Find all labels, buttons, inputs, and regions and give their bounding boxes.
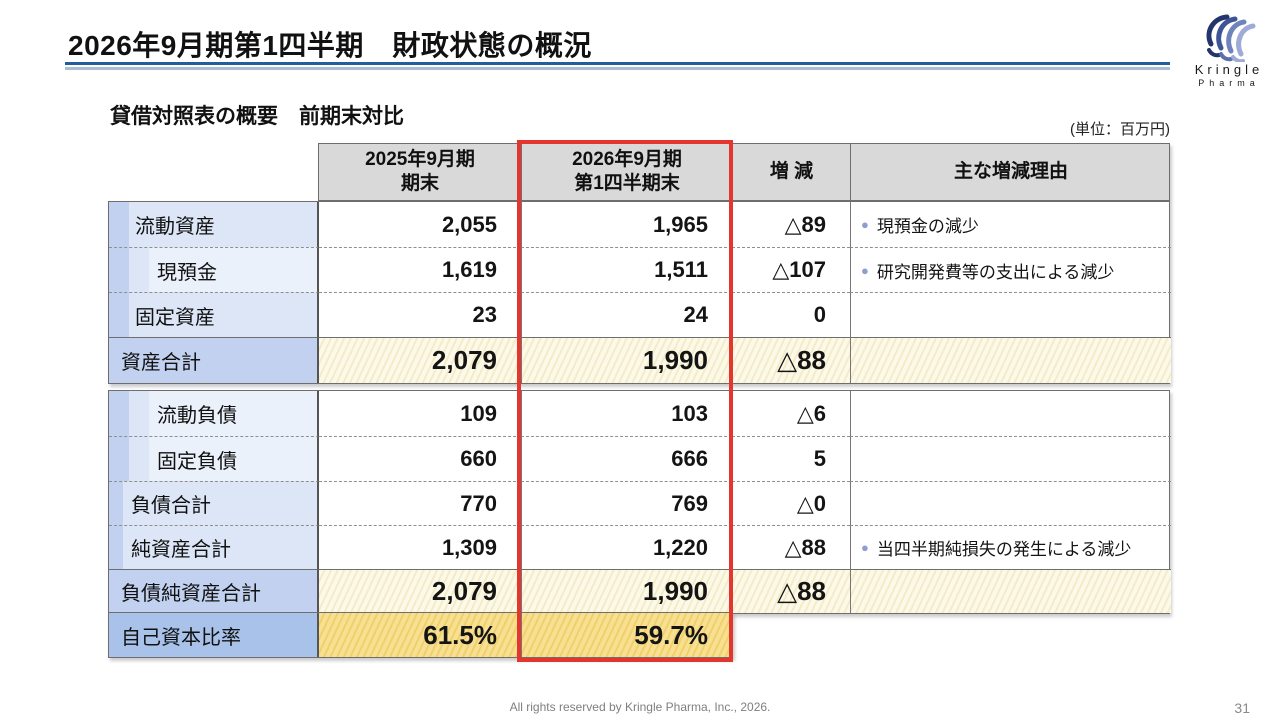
value-diff: 0 xyxy=(732,292,850,337)
reason-cell: ● 研究開発費等の支出による減少 xyxy=(850,247,1171,292)
row-label: 現預金 xyxy=(109,247,319,292)
value-2026: 666 xyxy=(521,436,732,481)
bullet-icon: ● xyxy=(861,217,869,232)
table-row-total-liabilities: 負債合計 770 769 △0 xyxy=(109,481,1171,525)
logo-name: Kringle xyxy=(1194,62,1264,77)
liabilities-block: 流動負債 109 103 △6 固定負債 660 666 5 負債合計 770 … xyxy=(108,390,1171,614)
reason-text: 現預金の減少 xyxy=(876,217,979,236)
section-subtitle: 貸借対照表の概要 前期末対比 xyxy=(110,105,404,128)
value-diff: △6 xyxy=(732,391,850,436)
value-2026: 103 xyxy=(521,391,732,436)
value-2025: 23 xyxy=(319,292,521,337)
row-label: 純資産合計 xyxy=(109,525,319,569)
value-diff: △89 xyxy=(732,202,850,247)
value-2025: 109 xyxy=(460,400,497,426)
value-diff: △88 xyxy=(732,525,850,569)
value-diff: 5 xyxy=(732,436,850,481)
table-row-cash: 現預金 1,619 1,511 △107 ● 研究開発費等の支出による減少 xyxy=(109,247,1171,292)
value-2025: 2,079 xyxy=(319,337,521,383)
value-2026: 1,990 xyxy=(521,337,732,383)
reason-cell xyxy=(850,481,1171,525)
value-2025: 61.5% xyxy=(319,613,521,657)
row-label: 負債合計 xyxy=(109,481,319,525)
row-label: 流動負債 xyxy=(109,391,319,436)
page-number: 31 xyxy=(1234,700,1250,716)
value-2026: 1,965 xyxy=(521,202,732,247)
row-label: 資産合計 xyxy=(109,337,319,383)
reason-cell xyxy=(850,337,1171,383)
value-2025: 770 xyxy=(319,481,521,525)
header-col-2026: 2026年9月期 第1四半期末 xyxy=(521,144,732,200)
row-label: 固定負債 xyxy=(109,436,319,481)
value-2026: 1,220 xyxy=(521,525,732,569)
table-row-fixed-assets: 固定資産 23 24 0 xyxy=(109,292,1171,337)
logo-subname: Pharma xyxy=(1198,78,1260,88)
row-label: 自己資本比率 xyxy=(109,613,319,657)
equity-ratio-row: 自己資本比率 61.5% 59.7% xyxy=(108,612,733,658)
row-label: 流動資産 xyxy=(109,202,319,247)
row-label: 負債純資産合計 xyxy=(109,569,319,613)
value-2026: 1,511 xyxy=(521,247,732,292)
value-2025: 2,079 xyxy=(319,569,521,613)
table-row-total-assets: 資産合計 2,079 1,990 △88 xyxy=(109,337,1171,383)
table-row-fixed-liabilities: 固定負債 660 666 5 xyxy=(109,436,1171,481)
header-col-diff: 増 減 xyxy=(732,144,850,200)
value-2025: 1,619 xyxy=(319,247,521,292)
reason-cell: ● 当四半期純損失の発生による減少 xyxy=(850,525,1171,569)
value-2025: 1,309 xyxy=(319,525,521,569)
reason-cell xyxy=(850,292,1171,337)
value-2025: 2,055 xyxy=(441,211,497,237)
value-diff: △88 xyxy=(732,337,850,383)
value-2026: 769 xyxy=(521,481,732,525)
reason-cell xyxy=(850,569,1171,613)
copyright-text: All rights reserved by Kringle Pharma, I… xyxy=(509,700,771,714)
header-col-2025: 2025年9月期 期末 xyxy=(365,149,475,194)
value-diff: △0 xyxy=(732,481,850,525)
value-diff: △107 xyxy=(732,247,850,292)
reason-text: 当四半期純損失の発生による減少 xyxy=(876,540,1132,559)
reason-cell: ● 現預金の減少 xyxy=(850,202,1171,247)
unit-note: (単位：百万円) xyxy=(1070,121,1170,138)
table-row-total-liabilities-net-assets: 負債純資産合計 2,079 1,990 △88 xyxy=(109,569,1171,613)
company-logo: Kringle Pharma xyxy=(1185,10,1273,88)
value-2026: 59.7% xyxy=(521,613,732,657)
table-row-current-assets: 流動資産 2,055 1,965 △89 ● 現預金の減少 xyxy=(109,202,1169,247)
reason-text: 研究開発費等の支出による減少 xyxy=(876,262,1115,282)
table-row-current-liabilities: 流動負債 109 103 △6 xyxy=(109,391,1169,436)
assets-block: 流動資産 2,055 1,965 △89 ● 現預金の減少 現預金 1,619 … xyxy=(108,201,1171,384)
value-2025: 660 xyxy=(319,436,521,481)
value-2026: 1,990 xyxy=(521,569,732,613)
table-header-row: 2025年9月期 期末 2026年9月期 第1四半期末 増 減 主な増減理由 xyxy=(318,143,1170,201)
table-row-total-net-assets: 純資産合計 1,309 1,220 △88 ● 当四半期純損失の発生による減少 xyxy=(109,525,1171,569)
reason-cell xyxy=(850,391,1171,436)
kringle-swirl-icon xyxy=(1206,14,1256,62)
row-label: 固定資産 xyxy=(109,292,319,337)
bullet-icon: ● xyxy=(861,262,869,278)
title-underline-light xyxy=(65,67,1170,70)
bullet-icon: ● xyxy=(861,540,869,555)
value-2026: 24 xyxy=(521,292,732,337)
header-col-reason: 主な増減理由 xyxy=(850,144,1171,200)
reason-cell xyxy=(850,436,1171,481)
value-diff: △88 xyxy=(732,569,850,613)
page-title: 2026年9月期第1四半期 財政状態の概況 xyxy=(68,30,592,61)
title-underline-dark xyxy=(65,62,1170,65)
